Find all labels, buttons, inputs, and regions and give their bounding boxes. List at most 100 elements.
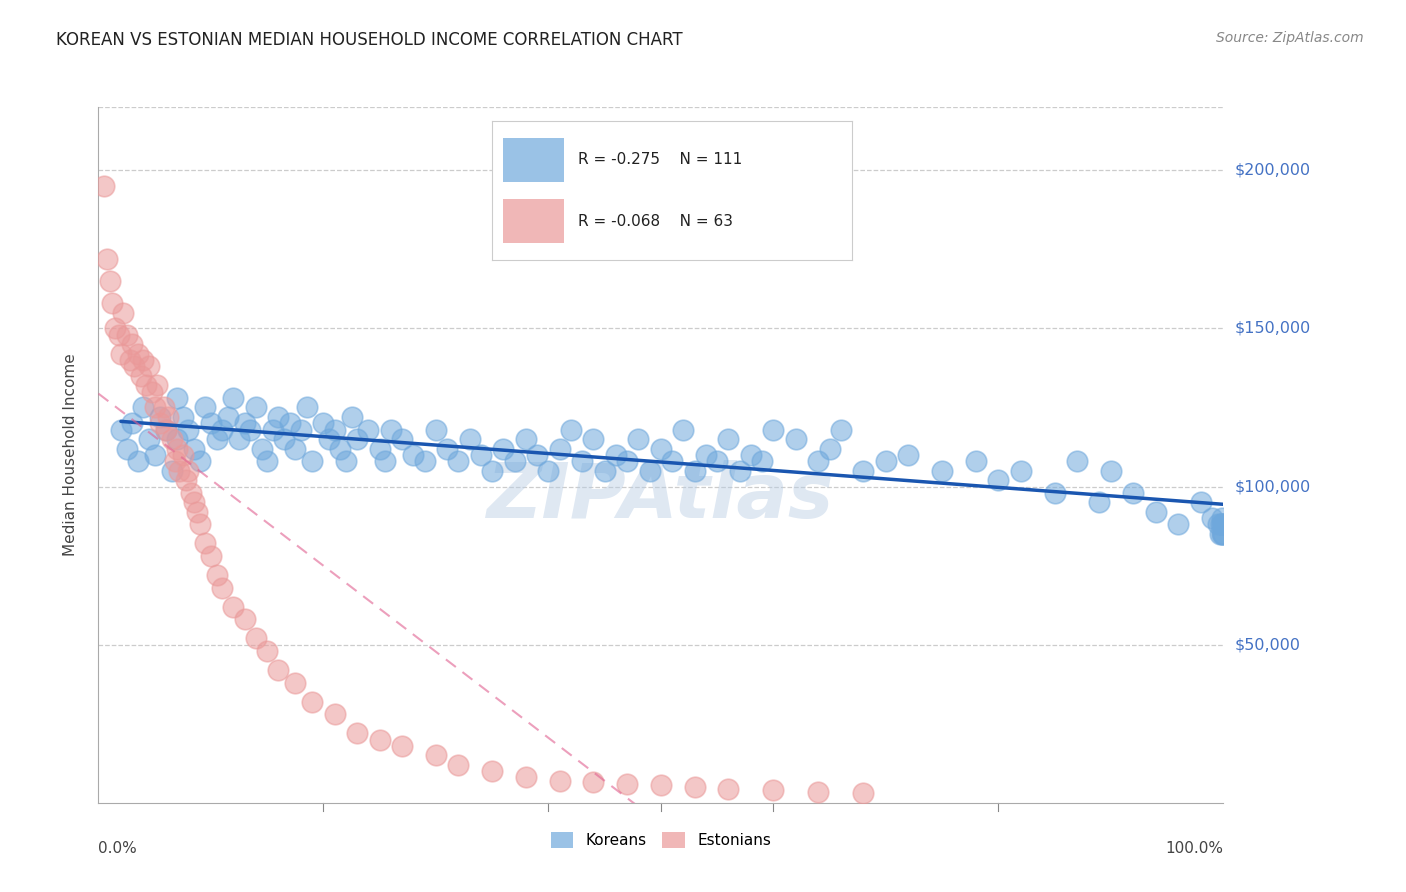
Point <box>695 448 717 462</box>
Point <box>110 423 132 437</box>
Point <box>346 432 368 446</box>
Point <box>402 448 425 462</box>
Point <box>152 401 174 415</box>
Text: Source: ZipAtlas.com: Source: ZipAtlas.com <box>1216 31 1364 45</box>
Point <box>762 423 785 437</box>
Point <box>627 432 650 446</box>
Point <box>132 401 155 415</box>
Point <box>115 442 138 456</box>
Point <box>683 780 706 794</box>
Point <box>188 454 211 468</box>
Point <box>717 432 740 446</box>
Point <box>160 464 183 478</box>
Point <box>1209 517 1232 532</box>
Point <box>897 448 920 462</box>
Point <box>340 409 363 424</box>
Point <box>250 442 273 456</box>
Point <box>267 663 290 677</box>
Point <box>987 473 1010 487</box>
Point <box>186 505 208 519</box>
Point <box>807 785 830 799</box>
Point <box>183 442 205 456</box>
Point <box>380 423 402 437</box>
Point <box>1010 464 1032 478</box>
Point <box>335 454 357 468</box>
Point <box>1212 527 1234 541</box>
Point <box>217 409 239 424</box>
Point <box>650 778 672 793</box>
Point <box>200 549 222 563</box>
Text: $150,000: $150,000 <box>1234 321 1310 336</box>
Point <box>1066 454 1088 468</box>
Point <box>560 423 582 437</box>
Point <box>318 432 340 446</box>
Point <box>110 347 132 361</box>
Point <box>166 391 188 405</box>
Point <box>374 454 396 468</box>
Point <box>605 448 627 462</box>
Point <box>172 448 194 462</box>
Point <box>1212 527 1234 541</box>
Point <box>200 417 222 431</box>
Point <box>267 409 290 424</box>
Point <box>458 432 481 446</box>
Point <box>1206 517 1229 532</box>
Point <box>323 423 346 437</box>
Point <box>548 773 571 788</box>
Point <box>194 401 217 415</box>
Point <box>149 417 172 431</box>
Point <box>537 464 560 478</box>
Point <box>115 327 138 342</box>
Point <box>143 448 166 462</box>
Point <box>852 464 875 478</box>
Point <box>661 454 683 468</box>
Text: ZIPAtlas: ZIPAtlas <box>486 459 835 533</box>
Point <box>1211 527 1233 541</box>
Point <box>1088 495 1111 509</box>
Point <box>177 464 200 478</box>
Point <box>470 448 492 462</box>
Point <box>127 347 149 361</box>
Point <box>717 781 740 796</box>
Point <box>163 454 186 468</box>
Point <box>1209 527 1232 541</box>
Point <box>593 464 616 478</box>
Point <box>233 417 256 431</box>
Point <box>205 568 228 582</box>
Point <box>785 432 807 446</box>
Point <box>222 391 245 405</box>
Point <box>447 757 470 772</box>
Point <box>124 359 146 374</box>
Text: $100,000: $100,000 <box>1234 479 1310 494</box>
Point <box>548 442 571 456</box>
Point <box>346 726 368 740</box>
Text: $50,000: $50,000 <box>1234 637 1301 652</box>
Point <box>138 359 160 374</box>
Point <box>166 442 188 456</box>
Point <box>357 423 380 437</box>
Point <box>107 327 129 342</box>
Point <box>129 368 152 383</box>
Point <box>149 409 172 424</box>
Point <box>425 748 447 763</box>
Point <box>1201 511 1223 525</box>
Point <box>1099 464 1122 478</box>
Point <box>616 777 638 791</box>
Point <box>155 423 177 437</box>
Point <box>101 296 124 310</box>
Point <box>96 252 118 266</box>
Point <box>135 378 157 392</box>
Text: $200,000: $200,000 <box>1234 163 1310 178</box>
Point <box>262 423 284 437</box>
Point <box>118 353 141 368</box>
Point <box>222 599 245 614</box>
Point <box>965 454 987 468</box>
Point <box>98 274 121 288</box>
Point <box>1212 517 1234 532</box>
Point <box>157 409 180 424</box>
Y-axis label: Median Household Income: Median Household Income <box>63 353 77 557</box>
Point <box>481 764 503 779</box>
Point <box>155 423 177 437</box>
Point <box>160 432 183 446</box>
Point <box>728 464 751 478</box>
